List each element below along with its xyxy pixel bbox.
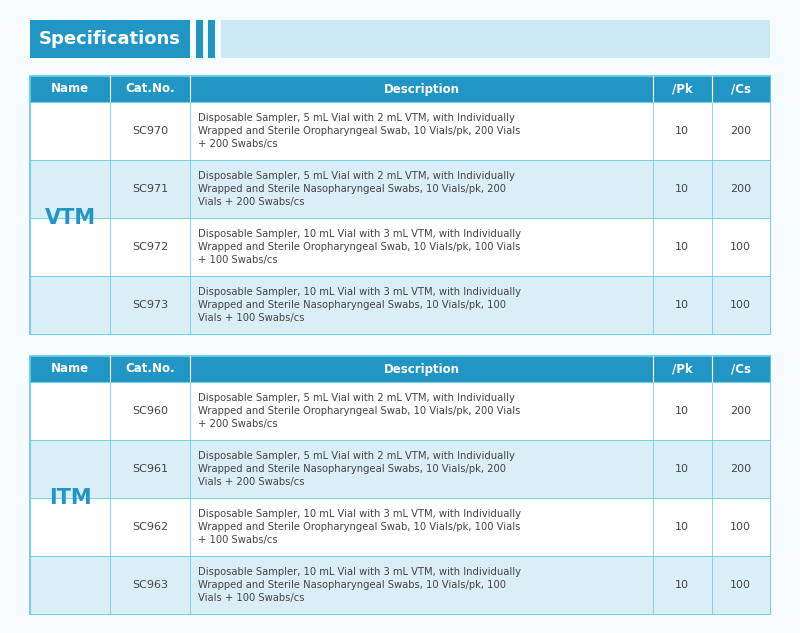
Text: Specifications: Specifications — [39, 30, 181, 48]
Text: SC962: SC962 — [132, 522, 168, 532]
Text: Disposable Sampler, 5 mL Vial with 2 mL VTM, with Individually
Wrapped and Steri: Disposable Sampler, 5 mL Vial with 2 mL … — [198, 393, 520, 429]
Text: 10: 10 — [675, 300, 690, 310]
Bar — [30, 76, 770, 334]
Text: Name: Name — [51, 363, 89, 375]
Text: 10: 10 — [675, 406, 690, 416]
Text: 10: 10 — [675, 242, 690, 252]
Text: /Cs: /Cs — [730, 82, 750, 96]
Text: Disposable Sampler, 5 mL Vial with 2 mL VTM, with Individually
Wrapped and Steri: Disposable Sampler, 5 mL Vial with 2 mL … — [198, 451, 514, 487]
Bar — [30, 498, 770, 556]
Text: SC963: SC963 — [132, 580, 168, 590]
Text: 200: 200 — [730, 406, 751, 416]
Text: Disposable Sampler, 10 mL Vial with 3 mL VTM, with Individually
Wrapped and Ster: Disposable Sampler, 10 mL Vial with 3 mL… — [198, 287, 521, 323]
Text: SC960: SC960 — [132, 406, 168, 416]
Text: 100: 100 — [730, 300, 751, 310]
Text: /Pk: /Pk — [672, 82, 693, 96]
Text: 10: 10 — [675, 464, 690, 474]
Text: SC972: SC972 — [132, 242, 168, 252]
Bar — [30, 356, 770, 382]
Text: Name: Name — [51, 82, 89, 96]
Text: Disposable Sampler, 10 mL Vial with 3 mL VTM, with Individually
Wrapped and Ster: Disposable Sampler, 10 mL Vial with 3 mL… — [198, 509, 521, 545]
Text: 100: 100 — [730, 242, 751, 252]
Bar — [196, 20, 203, 58]
Text: Disposable Sampler, 5 mL Vial with 2 mL VTM, with Individually
Wrapped and Steri: Disposable Sampler, 5 mL Vial with 2 mL … — [198, 113, 520, 149]
Bar — [30, 20, 190, 58]
Bar — [30, 276, 770, 334]
Text: Disposable Sampler, 10 mL Vial with 3 mL VTM, with Individually
Wrapped and Ster: Disposable Sampler, 10 mL Vial with 3 mL… — [198, 229, 521, 265]
Bar — [30, 382, 770, 440]
Text: 200: 200 — [730, 126, 751, 136]
Text: 100: 100 — [730, 580, 751, 590]
Bar — [30, 440, 770, 498]
Text: SC970: SC970 — [132, 126, 168, 136]
Text: 10: 10 — [675, 184, 690, 194]
Bar — [30, 218, 770, 276]
Text: 200: 200 — [730, 184, 751, 194]
Text: SC971: SC971 — [132, 184, 168, 194]
Text: Disposable Sampler, 5 mL Vial with 2 mL VTM, with Individually
Wrapped and Steri: Disposable Sampler, 5 mL Vial with 2 mL … — [198, 171, 514, 207]
Text: ITM: ITM — [49, 488, 91, 508]
Text: /Pk: /Pk — [672, 363, 693, 375]
Text: Description: Description — [383, 82, 459, 96]
Bar — [221, 20, 770, 58]
Text: 10: 10 — [675, 580, 690, 590]
Text: Disposable Sampler, 10 mL Vial with 3 mL VTM, with Individually
Wrapped and Ster: Disposable Sampler, 10 mL Vial with 3 mL… — [198, 567, 521, 603]
Text: SC961: SC961 — [132, 464, 168, 474]
Text: 200: 200 — [730, 464, 751, 474]
Text: VTM: VTM — [44, 208, 95, 228]
Bar — [30, 160, 770, 218]
Text: 10: 10 — [675, 126, 690, 136]
Text: Cat.No.: Cat.No. — [125, 82, 174, 96]
Bar — [30, 102, 770, 160]
Text: 100: 100 — [730, 522, 751, 532]
Text: Description: Description — [383, 363, 459, 375]
Bar — [30, 556, 770, 614]
Bar — [208, 20, 215, 58]
Text: SC973: SC973 — [132, 300, 168, 310]
Text: Cat.No.: Cat.No. — [125, 363, 174, 375]
Bar — [30, 76, 770, 102]
Text: 10: 10 — [675, 522, 690, 532]
Bar — [30, 356, 770, 614]
Text: /Cs: /Cs — [730, 363, 750, 375]
